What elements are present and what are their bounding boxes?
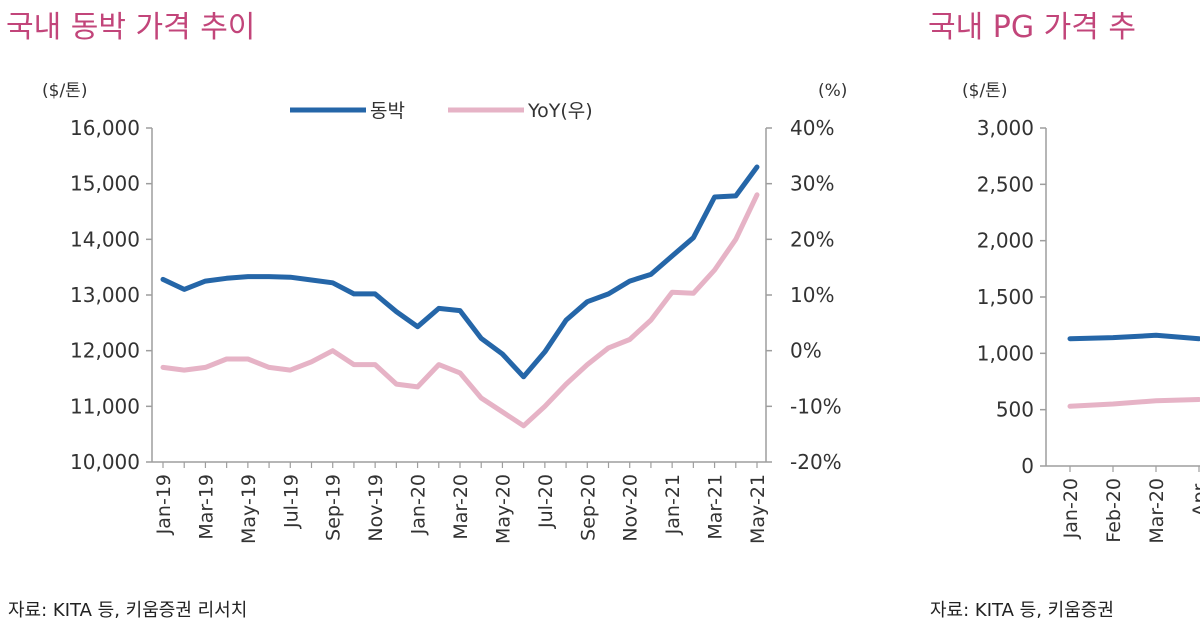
y-tick-label: 10,000 — [70, 450, 140, 474]
x-tick-label: Jan-19 — [153, 474, 175, 535]
series-line-yoy — [160, 192, 760, 429]
x-tick-label: Jul-20 — [535, 474, 557, 529]
series-line-price — [160, 164, 760, 380]
pg-y-tick-label: 1,500 — [977, 285, 1034, 309]
pg-y-tick-label: 3,000 — [977, 116, 1034, 140]
x-tick-label: Nov-20 — [620, 474, 642, 542]
x-tick-label: Jan-21 — [662, 474, 684, 535]
pg-x-tick-label: Feb-20 — [1103, 478, 1125, 543]
x-tick-label: May-21 — [747, 474, 769, 544]
y-tick-label: 16,000 — [70, 116, 140, 140]
y2-tick-label: -20% — [790, 450, 842, 474]
pg-y-tick-label: 1,000 — [977, 341, 1034, 365]
pg-y-tick-label: 2,500 — [977, 172, 1034, 196]
x-tick-label: Nov-19 — [365, 474, 387, 542]
pg-y-tick-label: 0 — [1021, 454, 1034, 478]
chart-title-copper-foil: 국내 동박 가격 추이 — [6, 10, 256, 45]
pg-y-tick-label: 2,000 — [977, 229, 1034, 253]
x-tick-label: May-20 — [492, 474, 514, 544]
pg-y-tick-label: 500 — [996, 398, 1034, 422]
y2-tick-label: 0% — [790, 339, 822, 363]
chart-title-pg: 국내 PG 가격 추 — [928, 10, 1136, 45]
pg-x-tick-label: Apr- — [1189, 478, 1200, 517]
y-tick-label: 12,000 — [70, 339, 140, 363]
x-tick-label: May-19 — [238, 474, 260, 544]
y-tick-label: 15,000 — [70, 172, 140, 196]
x-tick-label: Mar-21 — [705, 474, 727, 540]
x-tick-label: Mar-20 — [450, 474, 472, 540]
pg-series-line-secondary — [1067, 397, 1200, 409]
x-tick-label: Sep-19 — [323, 474, 345, 541]
x-tick-label: Jan-20 — [408, 474, 430, 535]
y-unit-label: ($/톤) — [42, 81, 87, 101]
y2-tick-label: 30% — [790, 172, 834, 196]
y-tick-label: 11,000 — [70, 394, 140, 418]
y2-tick-label: 10% — [790, 283, 834, 307]
legend-label: YoY(우) — [527, 100, 593, 122]
source-note-right: 자료: KITA 등, 키움증권 — [930, 600, 1114, 621]
x-tick-label: Mar-19 — [195, 474, 217, 540]
pg-x-tick-label: Mar-20 — [1146, 478, 1168, 544]
pg-series-line-price — [1067, 332, 1200, 342]
x-tick-label: Sep-20 — [577, 474, 599, 541]
y-tick-label: 14,000 — [70, 227, 140, 251]
legend-label: 동박 — [370, 100, 405, 122]
x-tick-label: Jul-19 — [280, 474, 302, 529]
y-tick-label: 13,000 — [70, 283, 140, 307]
y2-unit-label: (%) — [818, 81, 847, 101]
y2-tick-label: -10% — [790, 394, 842, 418]
pg-x-tick-label: Jan-20 — [1060, 478, 1082, 539]
pg-y-unit-label: ($/톤) — [962, 81, 1007, 101]
y2-tick-label: 40% — [790, 116, 834, 140]
y2-tick-label: 20% — [790, 227, 834, 251]
source-note-left: 자료: KITA 등, 키움증권 리서치 — [8, 600, 248, 621]
